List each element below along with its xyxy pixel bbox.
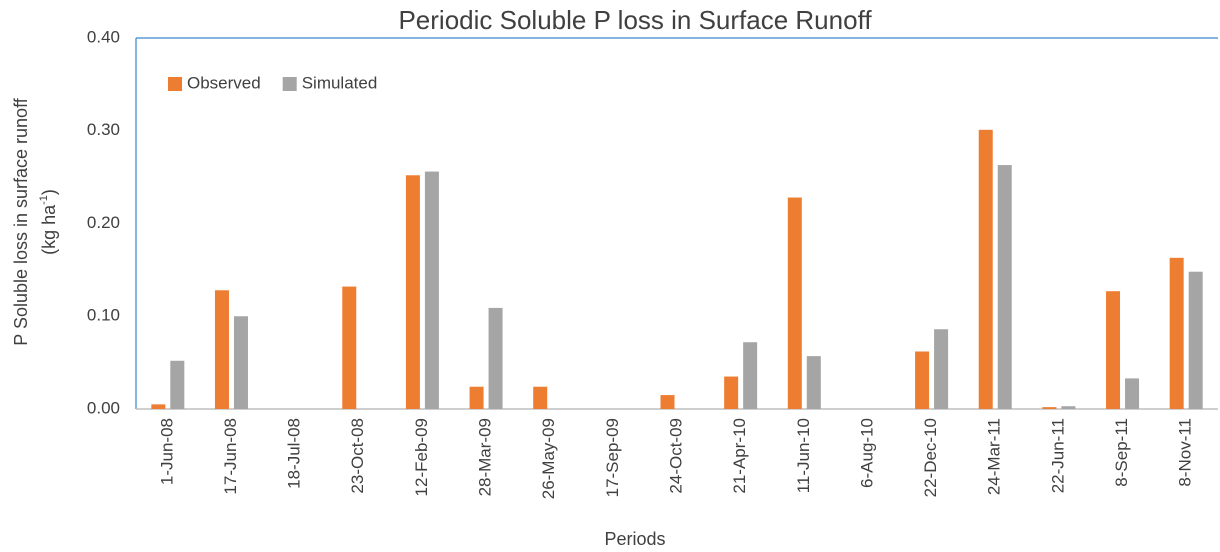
legend-label: Observed (187, 73, 261, 92)
x-tick-label: 6-Aug-10 (857, 418, 876, 488)
bar (978, 129, 993, 409)
x-tick-label: 17-Sep-09 (603, 418, 622, 497)
bar (1042, 407, 1057, 409)
y-axis-unit: (kg ha-1) (38, 189, 59, 255)
x-tick-label: 23-Oct-08 (348, 418, 367, 494)
bar (915, 351, 930, 409)
bar (342, 286, 357, 409)
bar (1188, 271, 1203, 409)
bar (1125, 378, 1140, 409)
bar (1061, 406, 1076, 409)
bar (743, 342, 758, 409)
bar (787, 197, 802, 409)
bar (405, 175, 420, 409)
bar (533, 386, 548, 409)
bar (151, 404, 166, 409)
x-tick-label: 22-Jun-11 (1048, 418, 1067, 493)
bar (660, 395, 675, 409)
x-tick-label: 17-Jun-08 (221, 418, 240, 495)
bar (997, 165, 1012, 409)
bar (934, 329, 949, 409)
x-tick-label: 18-Jul-08 (285, 418, 304, 489)
x-tick-label: 22-Dec-10 (921, 418, 940, 497)
y-tick-label: 0.40 (87, 27, 120, 46)
bar (170, 360, 185, 409)
x-tick-label: 28-Mar-09 (476, 418, 495, 496)
legend-label: Simulated (302, 73, 378, 92)
x-tick-label: 24-Mar-11 (985, 418, 1004, 495)
bar (1106, 291, 1121, 409)
unit-sup: -1 (38, 195, 50, 205)
bar (424, 171, 439, 409)
unit-text: ) (39, 189, 59, 195)
x-tick-label: 26-May-09 (539, 418, 558, 499)
unit-text: (kg ha (39, 204, 59, 255)
bar (724, 376, 739, 409)
x-tick-label: 8-Sep-11 (1112, 418, 1131, 487)
y-tick-label: 0.10 (87, 306, 120, 325)
legend-swatch (168, 77, 182, 91)
bar (469, 386, 484, 409)
y-tick-label: 0.00 (87, 398, 120, 417)
bar (1169, 257, 1184, 409)
y-tick-label: 0.20 (87, 213, 120, 232)
x-axis-label: Periods (604, 529, 665, 549)
bar (488, 307, 503, 409)
x-tick-label: 8-Nov-11 (1176, 418, 1195, 487)
bar (214, 290, 229, 409)
legend-swatch (282, 77, 297, 91)
x-tick-label: 24-Oct-09 (666, 418, 685, 494)
chart-title: Periodic Soluble P loss in Surface Runof… (398, 5, 872, 35)
y-axis-label: P Soluble loss in surface runoff (11, 97, 31, 345)
x-tick-label: 21-Apr-10 (730, 418, 749, 494)
x-tick-label: 12-Feb-09 (412, 418, 431, 496)
y-tick-label: 0.30 (87, 120, 120, 139)
bar (806, 356, 821, 409)
x-tick-label: 1-Jun-08 (157, 418, 176, 485)
x-tick-label: 11-Jun-10 (794, 418, 813, 493)
bar (233, 316, 248, 409)
